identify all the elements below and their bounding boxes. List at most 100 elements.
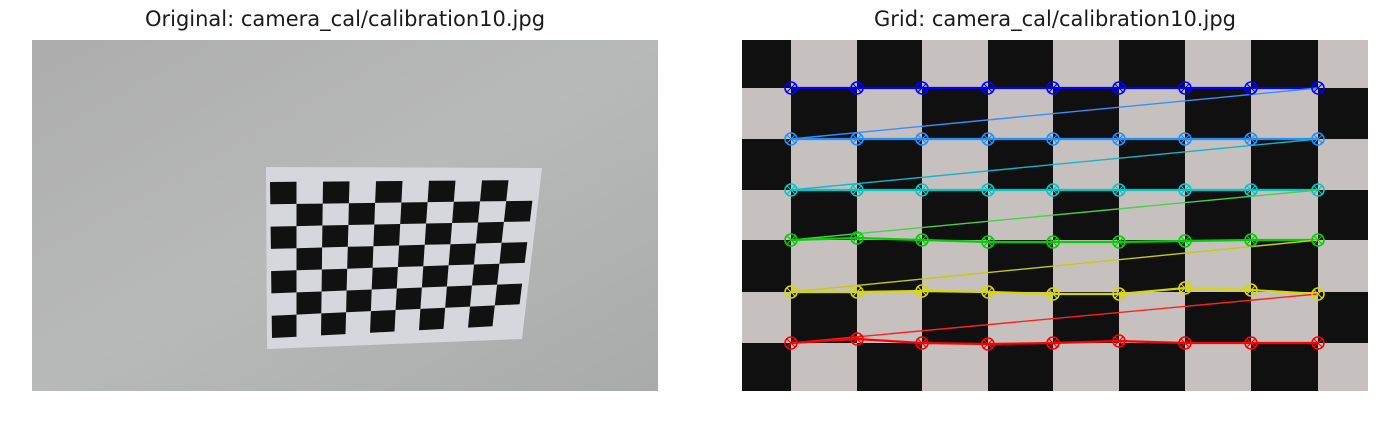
corner-marker (915, 233, 929, 247)
checkerboard-square (296, 203, 323, 227)
corner-marker (784, 132, 798, 146)
corner-marker (981, 337, 995, 351)
corner-marker (981, 285, 995, 299)
corner-marker (784, 233, 798, 247)
corner-marker (1046, 287, 1060, 301)
board-dark-square (1185, 292, 1251, 343)
corner-marker (1311, 132, 1325, 146)
corner-marker (981, 81, 995, 95)
left-panel-title: Original: camera_cal/calibration10.jpg (144, 7, 546, 31)
corner-marker (1311, 183, 1325, 197)
corner-marker (915, 336, 929, 350)
corner-marker (850, 332, 864, 346)
corner-markers (784, 81, 1325, 351)
checkerboard-square (271, 314, 297, 338)
corner-marker (1244, 233, 1258, 247)
corner-marker (1112, 183, 1126, 197)
original-image-canvas (32, 40, 658, 391)
corner-marker (981, 235, 995, 249)
corner-marker (1311, 81, 1325, 95)
corner-connector-line (790, 87, 1319, 140)
checkerboard-square (375, 181, 403, 203)
corner-marker (1046, 81, 1060, 95)
checkerboard-square (321, 312, 347, 336)
board-dark-square (742, 240, 791, 292)
corner-marker (784, 183, 798, 197)
corner-marker (850, 81, 864, 95)
corner-marker (850, 285, 864, 299)
corner-marker (1244, 283, 1258, 297)
corner-marker (1178, 132, 1192, 146)
board-dark-square (1119, 40, 1185, 88)
checkerboard-square (494, 283, 523, 306)
board-dark-square (1053, 88, 1119, 139)
board-dark-square (1119, 240, 1185, 292)
original-image (32, 40, 658, 391)
board-dark-square (1318, 292, 1368, 343)
checkerboard-square (348, 202, 376, 225)
checkerboard-squares (270, 180, 533, 338)
board-dark-square (988, 343, 1053, 391)
corner-marker (1244, 81, 1258, 95)
board-dark-square (988, 240, 1053, 292)
board-dark-square (1185, 190, 1251, 240)
checkerboard-square (296, 247, 323, 271)
checkerboard-square (468, 305, 495, 328)
checkerboard-square (445, 285, 472, 308)
checkerboard-square (347, 246, 374, 269)
corner-marker (981, 183, 995, 197)
checkerboard-square (346, 289, 372, 313)
corner-marker (1311, 287, 1325, 301)
checkerboard-square (371, 267, 398, 290)
corner-marker (1178, 81, 1192, 95)
corner-marker (1311, 233, 1325, 247)
checkerboard-square (424, 223, 453, 245)
corner-marker (1244, 336, 1258, 350)
board-dark-square (1185, 88, 1251, 139)
grid-image (742, 40, 1368, 391)
corner-marker (915, 132, 929, 146)
board-dark-square (742, 343, 791, 391)
checkerboard-square (373, 224, 401, 247)
right-panel-title: Grid: camera_cal/calibration10.jpg (874, 7, 1236, 31)
corner-connector-line (790, 293, 1319, 344)
board-dark-square (1119, 139, 1185, 190)
checkerboard-square (480, 180, 509, 202)
board-dark-square (1251, 139, 1318, 190)
board-dark-square (857, 240, 922, 292)
board-dark-square (857, 139, 922, 190)
corner-connector-line (790, 189, 1319, 241)
board-dark-square (791, 88, 857, 139)
corner-marker (1178, 234, 1192, 248)
corner-marker (1046, 183, 1060, 197)
board-dark-square (922, 292, 988, 343)
corner-marker (1046, 336, 1060, 350)
corner-marker (784, 81, 798, 95)
board-dark-square (1053, 190, 1119, 240)
checkerboard-square (397, 244, 425, 267)
corner-marker (1178, 336, 1192, 350)
board-dark-square (1251, 343, 1318, 391)
corner-marker (1112, 132, 1126, 146)
checkerboard-square (270, 226, 297, 249)
board-dark-square (742, 40, 791, 88)
corner-marker (850, 183, 864, 197)
checkerboard-square (427, 180, 456, 203)
corner-marker (915, 284, 929, 298)
corner-marker (1178, 281, 1192, 295)
board-dark-square (742, 139, 791, 190)
corner-marker (1244, 183, 1258, 197)
corner-marker (784, 285, 798, 299)
corner-connector-line (790, 138, 1319, 191)
corner-marker (1046, 235, 1060, 249)
board-dark-square (988, 40, 1053, 88)
checkerboard-square (499, 242, 528, 264)
grid-image-canvas (742, 40, 1368, 391)
corner-marker (1178, 183, 1192, 197)
checkerboard-square (421, 265, 449, 288)
checkerboard-square (452, 201, 480, 223)
checkerboard-square (395, 287, 422, 310)
checkerboard-square (270, 181, 297, 205)
board-dark-square (791, 190, 857, 240)
board-dark-square (1318, 190, 1368, 240)
